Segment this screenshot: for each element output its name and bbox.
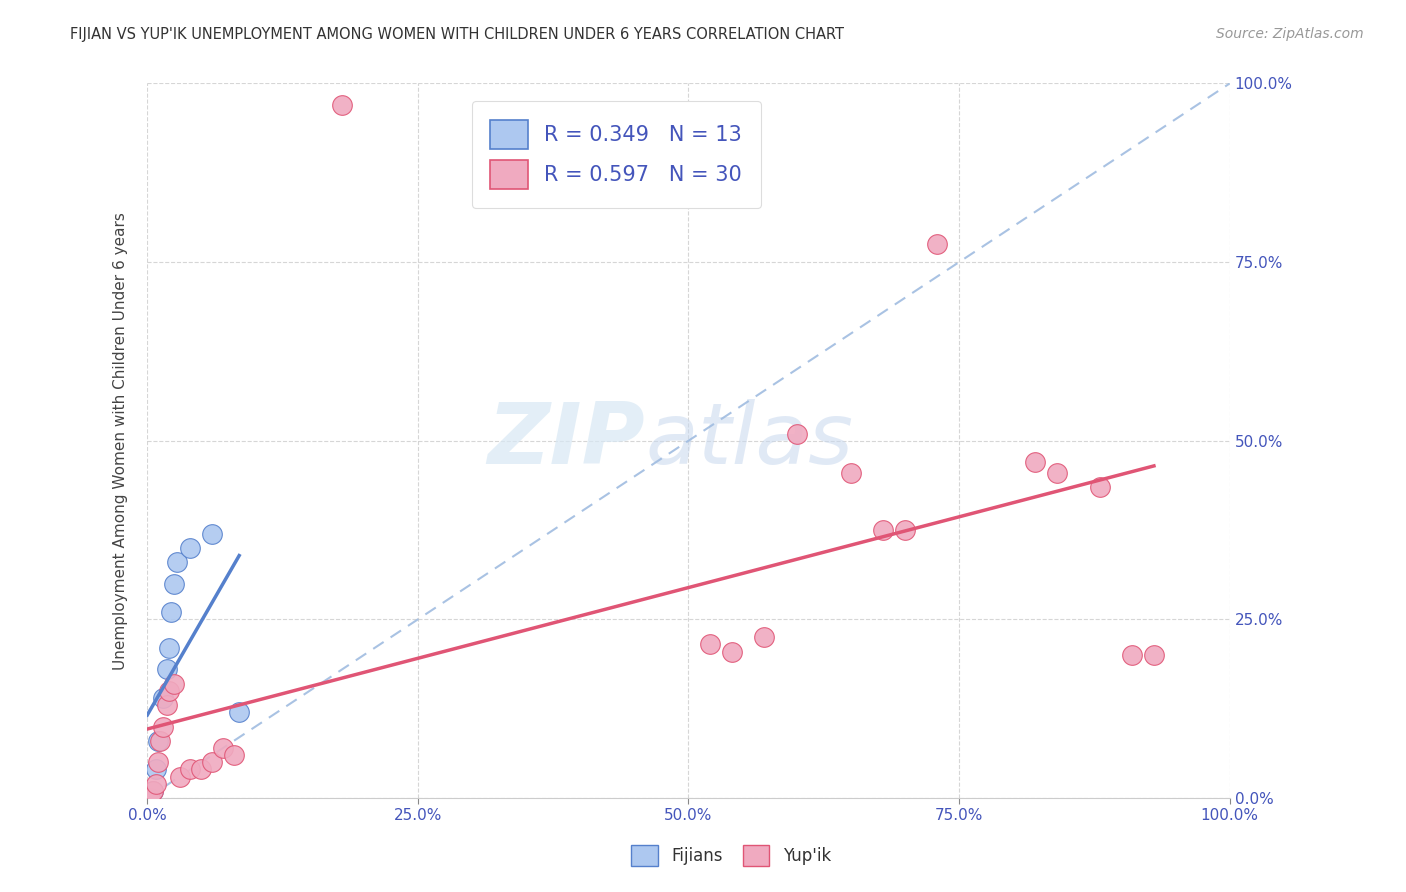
Point [142, 784, 165, 798]
Point [145, 763, 167, 777]
Point [156, 698, 179, 713]
Point [166, 555, 188, 569]
Point [152, 720, 174, 734]
Point [149, 734, 172, 748]
Text: atlas: atlas [645, 400, 853, 483]
Point [786, 426, 808, 441]
Point [228, 706, 250, 720]
Point [169, 770, 191, 784]
Point [146, 734, 169, 748]
Point [152, 691, 174, 706]
Point [157, 640, 180, 655]
Point [754, 630, 776, 644]
Text: FIJIAN VS YUP'IK UNEMPLOYMENT AMONG WOMEN WITH CHILDREN UNDER 6 YEARS CORRELATIO: FIJIAN VS YUP'IK UNEMPLOYMENT AMONG WOME… [70, 27, 844, 42]
Legend: Fijians, Yup'ik: Fijians, Yup'ik [623, 837, 839, 875]
Point [142, 784, 165, 798]
Point [145, 777, 167, 791]
Point [190, 763, 212, 777]
Point [146, 756, 169, 770]
Point [157, 684, 180, 698]
Point [179, 541, 201, 555]
Point [201, 756, 224, 770]
Point [156, 662, 179, 676]
Point [894, 523, 917, 537]
Point [330, 98, 353, 112]
Point [699, 637, 721, 651]
Text: ZIP: ZIP [488, 400, 645, 483]
Point [1088, 480, 1111, 494]
Point [163, 677, 186, 691]
Y-axis label: Unemployment Among Women with Children Under 6 years: Unemployment Among Women with Children U… [114, 211, 128, 670]
Point [222, 748, 245, 763]
Text: Source: ZipAtlas.com: Source: ZipAtlas.com [1216, 27, 1364, 41]
Point [212, 741, 235, 756]
Point [720, 644, 742, 658]
Point [136, 791, 159, 805]
Point [927, 237, 949, 252]
Point [179, 763, 201, 777]
Point [136, 791, 159, 805]
Point [1143, 648, 1166, 662]
Point [139, 791, 162, 805]
Point [1024, 455, 1046, 469]
Legend: R = 0.349   N = 13, R = 0.597   N = 30: R = 0.349 N = 13, R = 0.597 N = 30 [471, 101, 761, 208]
Point [1045, 466, 1067, 480]
Point [872, 523, 894, 537]
Point [160, 605, 183, 619]
Point [163, 576, 186, 591]
Point [201, 526, 224, 541]
Point [839, 466, 862, 480]
Point [1121, 648, 1143, 662]
